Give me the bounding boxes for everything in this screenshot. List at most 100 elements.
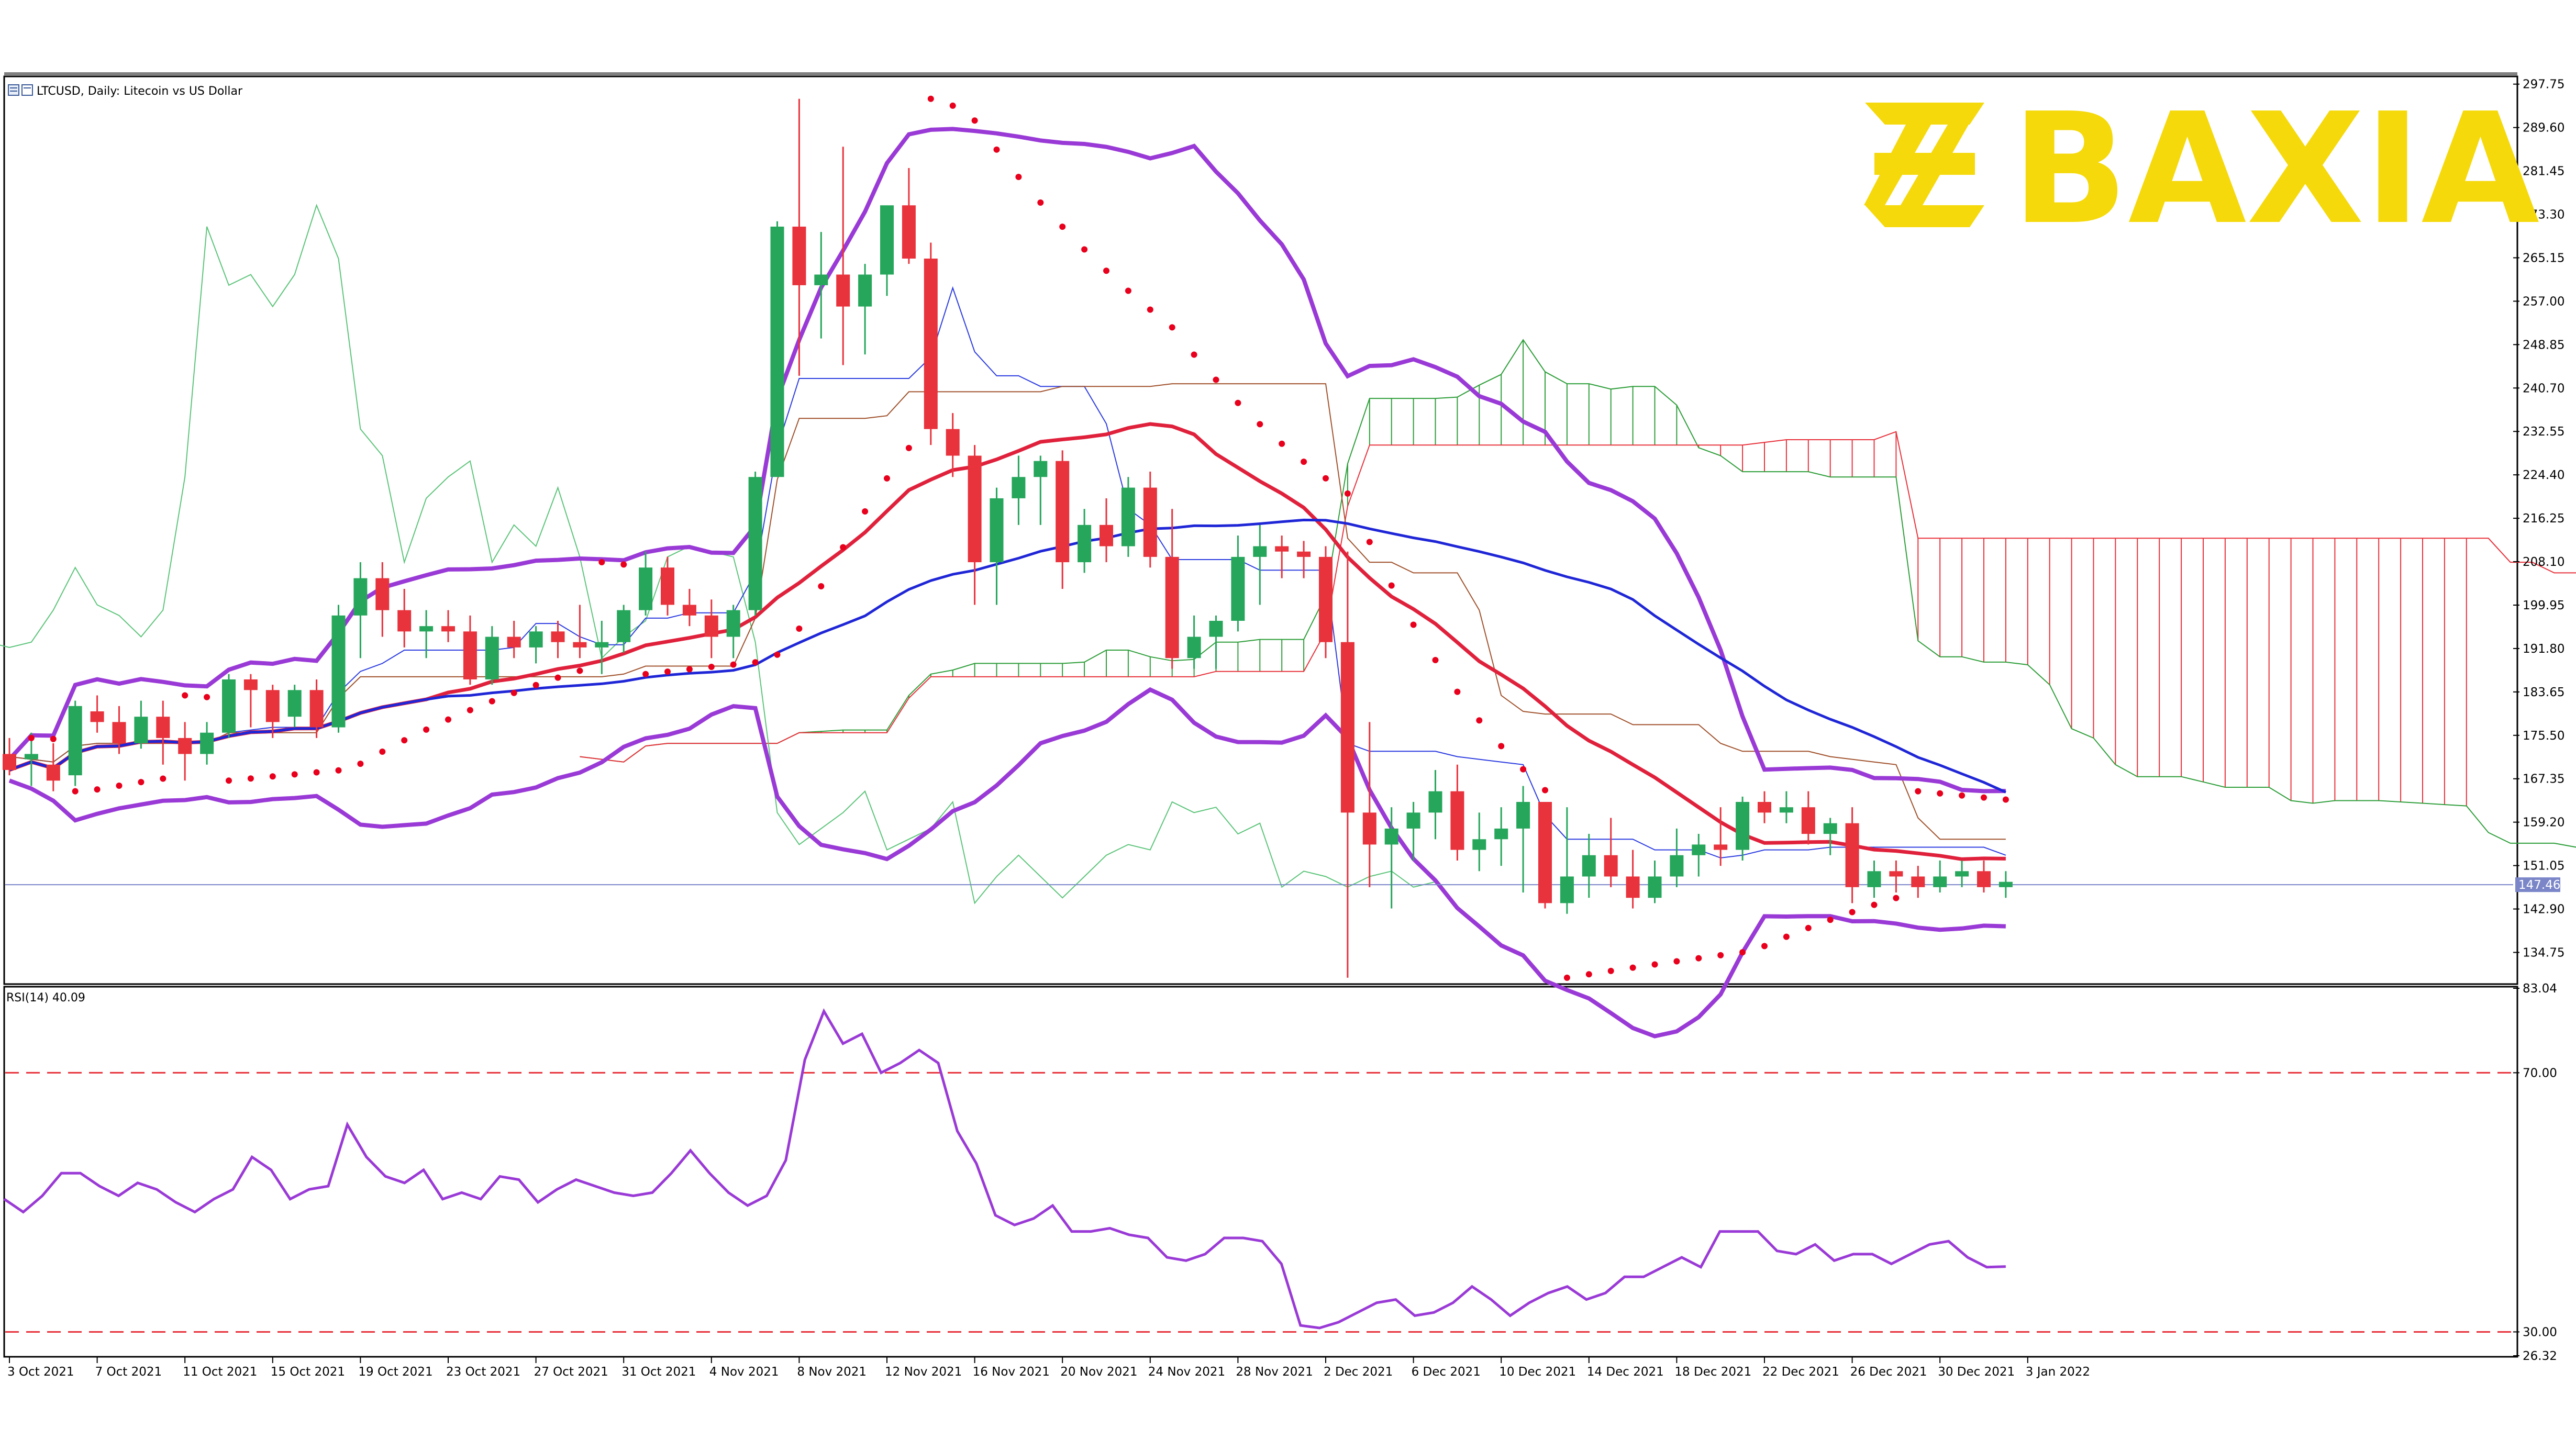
psar-dot	[1191, 351, 1197, 358]
candle-body	[1823, 823, 1837, 834]
psar-dot	[1432, 656, 1439, 663]
psar-dot	[1454, 688, 1461, 695]
chart-window-icon[interactable]	[21, 84, 33, 96]
ichimoku-cloud	[0, 204, 2576, 905]
psar-dot	[1827, 917, 1834, 923]
candle-body	[814, 274, 828, 285]
candle-body	[1670, 855, 1684, 877]
psar-dot	[1213, 376, 1219, 383]
psar-dot	[664, 668, 671, 675]
psar-dot	[1695, 955, 1702, 962]
time-tick-label: 22 Dec 2021	[1762, 1365, 1839, 1379]
candle-body	[331, 615, 346, 728]
price-tick-label: 289.60	[2523, 121, 2564, 135]
candle-body	[1078, 524, 1092, 563]
candle-body	[990, 498, 1004, 563]
time-tick-label: 3 Oct 2021	[7, 1365, 74, 1379]
candle-body	[1450, 791, 1464, 850]
psar-dot	[993, 146, 1000, 153]
price-tick-label: 167.35	[2523, 773, 2564, 786]
candle-body	[1977, 871, 1991, 887]
candle-body	[1100, 524, 1113, 546]
current-price-badge	[2515, 877, 2560, 892]
time-tick-label: 27 Oct 2021	[534, 1365, 608, 1379]
psar-dot	[1498, 743, 1505, 750]
candle-body	[265, 690, 280, 722]
psar-dot	[686, 666, 693, 673]
candle-body	[287, 690, 302, 717]
candle-body	[353, 578, 368, 616]
candle-body	[1012, 477, 1026, 498]
candle-body	[1209, 621, 1223, 637]
time-tick-label: 26 Dec 2021	[1850, 1365, 1927, 1379]
candle-body	[463, 631, 477, 679]
psar-dot	[1849, 909, 1856, 916]
psar-dot	[94, 786, 101, 793]
psar-dot	[510, 689, 517, 696]
candle-body	[1340, 642, 1354, 813]
candle-body	[836, 274, 850, 307]
candle-body	[397, 610, 412, 632]
psar-dot	[138, 779, 145, 786]
psar-dot	[1651, 961, 1658, 968]
bollinger-lower-line	[8, 687, 2006, 1039]
price-axis: 297.75 289.60 281.45 273.30 265.15 257.00 248.…	[2513, 78, 2564, 1363]
candle-body	[1998, 881, 2013, 887]
psar-dot	[554, 674, 561, 681]
candle-body	[1494, 828, 1508, 840]
psar-dot	[1937, 790, 1944, 797]
rsi-pane	[3, 1008, 2513, 1333]
psar-dot	[1059, 224, 1066, 230]
psar-dot	[1257, 421, 1263, 428]
psar-dot	[182, 692, 188, 699]
candle-body	[1516, 802, 1530, 829]
psar-dot	[1761, 943, 1768, 950]
psar-dot	[379, 748, 386, 755]
candle-body	[1121, 487, 1135, 546]
psar-dot	[50, 735, 57, 742]
psar-dot	[72, 788, 79, 795]
candle-body	[1297, 551, 1311, 557]
candle-body	[1604, 855, 1618, 877]
rsi-label: RSI(14) 40.09	[6, 991, 85, 1004]
chart-header-icons[interactable]	[8, 84, 33, 96]
chart-properties-icon[interactable]	[8, 84, 19, 96]
time-tick-label: 20 Nov 2021	[1060, 1365, 1137, 1379]
rsi-tick-label: 70.00	[2523, 1066, 2557, 1080]
senkou-span-b	[580, 431, 2576, 763]
candle-body	[1231, 556, 1245, 621]
price-tick-label: 175.50	[2523, 729, 2564, 743]
rsi-tick-label: 30.00	[2523, 1325, 2557, 1339]
window-top-border	[4, 72, 2517, 75]
psar-dot	[1279, 440, 1285, 447]
candle-body	[1384, 828, 1398, 845]
candle-body	[375, 578, 390, 610]
psar-dot	[884, 475, 890, 482]
candle-body	[639, 567, 653, 610]
price-tick-label: 183.65	[2523, 686, 2564, 699]
candle-body	[507, 637, 521, 648]
psar-dot	[532, 682, 539, 688]
candle-body	[1538, 802, 1552, 903]
psar-dot	[335, 767, 342, 774]
time-tick-label: 18 Dec 2021	[1674, 1365, 1751, 1379]
candle-body	[1801, 807, 1815, 834]
psar-dot	[467, 707, 473, 713]
candle-body	[419, 626, 434, 632]
psar-dot	[1871, 901, 1878, 908]
psar-dot	[2002, 796, 2009, 803]
time-tick-label: 24 Nov 2021	[1148, 1365, 1225, 1379]
psar-dot	[862, 508, 869, 515]
price-tick-label: 232.55	[2523, 425, 2564, 439]
candle-body	[573, 642, 587, 648]
candle-body	[1955, 871, 1969, 877]
moving-average-blue-line	[9, 518, 2006, 794]
candle-body	[682, 605, 696, 616]
psar-dot	[1783, 933, 1790, 940]
candle-body	[156, 717, 170, 738]
candle-body	[1933, 876, 1947, 887]
psar-dot	[1015, 173, 1022, 180]
price-tick-label: 142.90	[2523, 903, 2564, 917]
time-tick-label: 7 Oct 2021	[95, 1365, 162, 1379]
current-price-label: 147.46	[2518, 878, 2560, 892]
